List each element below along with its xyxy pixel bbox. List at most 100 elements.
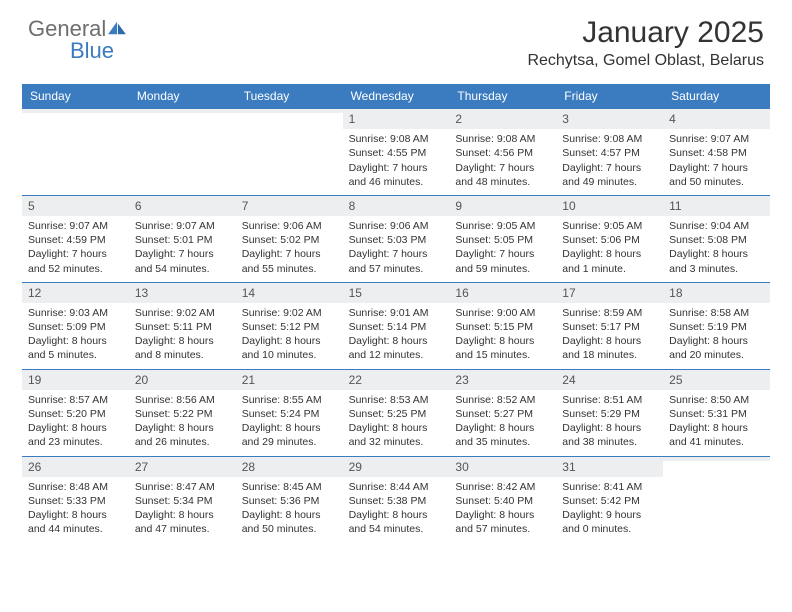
weekday-header: Wednesday [343, 84, 450, 108]
calendar-cell: 14Sunrise: 9:02 AMSunset: 5:12 PMDayligh… [236, 282, 343, 369]
daylight-line: Daylight: 8 hours and 35 minutes. [455, 421, 550, 449]
calendar-week: 19Sunrise: 8:57 AMSunset: 5:20 PMDayligh… [22, 369, 770, 456]
calendar-cell: 28Sunrise: 8:45 AMSunset: 5:36 PMDayligh… [236, 456, 343, 543]
cell-body: Sunrise: 9:07 AMSunset: 4:58 PMDaylight:… [663, 129, 770, 195]
cell-body: Sunrise: 9:04 AMSunset: 5:08 PMDaylight:… [663, 216, 770, 282]
day-number: 30 [449, 456, 556, 477]
sunset-line: Sunset: 5:22 PM [135, 407, 230, 421]
sunset-line: Sunset: 5:20 PM [28, 407, 123, 421]
sunset-line: Sunset: 5:11 PM [135, 320, 230, 334]
daylight-line: Daylight: 7 hours and 48 minutes. [455, 161, 550, 189]
day-number: 26 [22, 456, 129, 477]
sunset-line: Sunset: 5:05 PM [455, 233, 550, 247]
sunset-line: Sunset: 4:57 PM [562, 146, 657, 160]
day-number: 23 [449, 369, 556, 390]
day-number [236, 108, 343, 113]
daylight-line: Daylight: 7 hours and 50 minutes. [669, 161, 764, 189]
daylight-line: Daylight: 8 hours and 15 minutes. [455, 334, 550, 362]
calendar-cell: 5Sunrise: 9:07 AMSunset: 4:59 PMDaylight… [22, 195, 129, 282]
daylight-line: Daylight: 7 hours and 59 minutes. [455, 247, 550, 275]
sunrise-line: Sunrise: 8:58 AM [669, 306, 764, 320]
calendar-week: 5Sunrise: 9:07 AMSunset: 4:59 PMDaylight… [22, 195, 770, 282]
calendar-cell: 8Sunrise: 9:06 AMSunset: 5:03 PMDaylight… [343, 195, 450, 282]
cell-body: Sunrise: 8:47 AMSunset: 5:34 PMDaylight:… [129, 477, 236, 543]
daylight-line: Daylight: 7 hours and 55 minutes. [242, 247, 337, 275]
calendar-cell: 13Sunrise: 9:02 AMSunset: 5:11 PMDayligh… [129, 282, 236, 369]
sunset-line: Sunset: 5:19 PM [669, 320, 764, 334]
cell-body: Sunrise: 8:57 AMSunset: 5:20 PMDaylight:… [22, 390, 129, 456]
day-number: 2 [449, 108, 556, 129]
brand-logo: General Blue [28, 16, 148, 64]
calendar-cell: 3Sunrise: 9:08 AMSunset: 4:57 PMDaylight… [556, 108, 663, 195]
sunrise-line: Sunrise: 9:05 AM [455, 219, 550, 233]
calendar-cell: 4Sunrise: 9:07 AMSunset: 4:58 PMDaylight… [663, 108, 770, 195]
cell-body: Sunrise: 9:06 AMSunset: 5:03 PMDaylight:… [343, 216, 450, 282]
day-number: 4 [663, 108, 770, 129]
day-number: 17 [556, 282, 663, 303]
sunrise-line: Sunrise: 8:59 AM [562, 306, 657, 320]
sunset-line: Sunset: 5:12 PM [242, 320, 337, 334]
calendar-week: 1Sunrise: 9:08 AMSunset: 4:55 PMDaylight… [22, 108, 770, 195]
daylight-line: Daylight: 7 hours and 54 minutes. [135, 247, 230, 275]
sunset-line: Sunset: 5:25 PM [349, 407, 444, 421]
sunrise-line: Sunrise: 9:07 AM [28, 219, 123, 233]
sail-icon [106, 20, 128, 36]
calendar-cell: 16Sunrise: 9:00 AMSunset: 5:15 PMDayligh… [449, 282, 556, 369]
sunrise-line: Sunrise: 9:02 AM [242, 306, 337, 320]
calendar-cell: 30Sunrise: 8:42 AMSunset: 5:40 PMDayligh… [449, 456, 556, 543]
sunset-line: Sunset: 5:38 PM [349, 494, 444, 508]
weekday-header: Monday [129, 84, 236, 108]
daylight-line: Daylight: 8 hours and 23 minutes. [28, 421, 123, 449]
day-number: 11 [663, 195, 770, 216]
sunset-line: Sunset: 5:14 PM [349, 320, 444, 334]
daylight-line: Daylight: 8 hours and 3 minutes. [669, 247, 764, 275]
day-number: 16 [449, 282, 556, 303]
sunset-line: Sunset: 5:29 PM [562, 407, 657, 421]
daylight-line: Daylight: 8 hours and 38 minutes. [562, 421, 657, 449]
daylight-line: Daylight: 8 hours and 41 minutes. [669, 421, 764, 449]
calendar-cell: 18 Sunrise: 8:58 AMSunset: 5:19 PMDayligh… [663, 282, 770, 369]
weekday-header: Thursday [449, 84, 556, 108]
day-number: 3 [556, 108, 663, 129]
day-number: 10 [556, 195, 663, 216]
cell-body: Sunrise: 9:05 AMSunset: 5:06 PMDaylight:… [556, 216, 663, 282]
day-number: 18 [663, 282, 770, 303]
daylight-line: Daylight: 8 hours and 26 minutes. [135, 421, 230, 449]
calendar-cell: 10Sunrise: 9:05 AMSunset: 5:06 PMDayligh… [556, 195, 663, 282]
cell-body: Sunrise: 9:05 AMSunset: 5:05 PMDaylight:… [449, 216, 556, 282]
sunrise-line: Sunrise: 8:57 AM [28, 393, 123, 407]
sunset-line: Sunset: 4:56 PM [455, 146, 550, 160]
page-title: January 2025 [527, 16, 764, 50]
daylight-line: Daylight: 7 hours and 49 minutes. [562, 161, 657, 189]
daylight-line: Daylight: 7 hours and 46 minutes. [349, 161, 444, 189]
sunrise-line: Sunrise: 9:06 AM [242, 219, 337, 233]
day-number: 12 [22, 282, 129, 303]
day-number: 13 [129, 282, 236, 303]
daylight-line: Daylight: 8 hours and 32 minutes. [349, 421, 444, 449]
cell-body: Sunrise: 9:08 AMSunset: 4:57 PMDaylight:… [556, 129, 663, 195]
daylight-line: Daylight: 8 hours and 20 minutes. [669, 334, 764, 362]
calendar-cell: 9Sunrise: 9:05 AMSunset: 5:05 PMDaylight… [449, 195, 556, 282]
daylight-line: Daylight: 8 hours and 29 minutes. [242, 421, 337, 449]
daylight-line: Daylight: 8 hours and 8 minutes. [135, 334, 230, 362]
day-number: 1 [343, 108, 450, 129]
day-number: 14 [236, 282, 343, 303]
weekday-header: Sunday [22, 84, 129, 108]
daylight-line: Daylight: 8 hours and 57 minutes. [455, 508, 550, 536]
sunset-line: Sunset: 4:59 PM [28, 233, 123, 247]
day-number: 29 [343, 456, 450, 477]
calendar-cell: 29Sunrise: 8:44 AMSunset: 5:38 PMDayligh… [343, 456, 450, 543]
cell-body: Sunrise: 8:53 AMSunset: 5:25 PMDaylight:… [343, 390, 450, 456]
sunrise-line: Sunrise: 8:50 AM [669, 393, 764, 407]
sunrise-line: Sunrise: 8:52 AM [455, 393, 550, 407]
sunrise-line: Sunrise: 9:08 AM [562, 132, 657, 146]
sunset-line: Sunset: 5:34 PM [135, 494, 230, 508]
day-number [22, 108, 129, 113]
calendar-cell: 19Sunrise: 8:57 AMSunset: 5:20 PMDayligh… [22, 369, 129, 456]
sunrise-line: Sunrise: 8:53 AM [349, 393, 444, 407]
calendar-cell [236, 108, 343, 195]
cell-body: Sunrise: 9:08 AMSunset: 4:55 PMDaylight:… [343, 129, 450, 195]
sunrise-line: Sunrise: 9:05 AM [562, 219, 657, 233]
daylight-line: Daylight: 8 hours and 5 minutes. [28, 334, 123, 362]
sunset-line: Sunset: 5:15 PM [455, 320, 550, 334]
